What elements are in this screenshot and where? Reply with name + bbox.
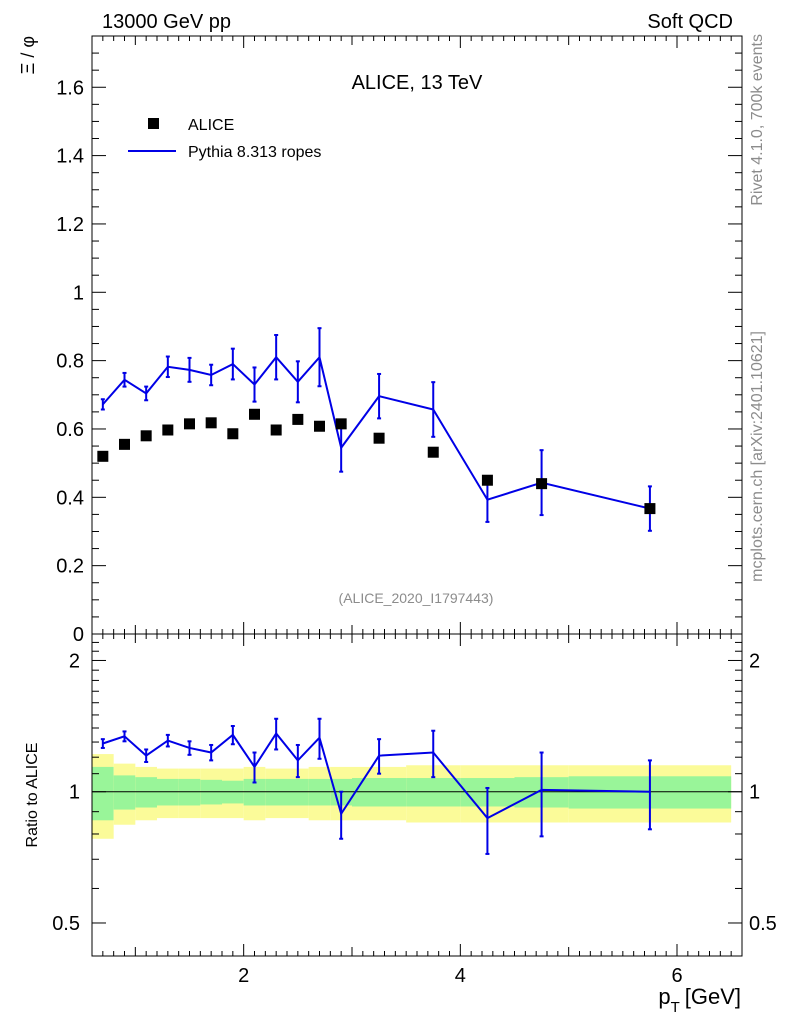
x-tick-label: 2 [238,965,249,987]
alice-data-point [481,474,493,486]
analysis-id: (ALICE_2020_I1797443) [339,590,494,606]
main-panel: 0 0.2 0.4 0.6 0.8 1 1.2 1.4 1.6 ALICE, 13 TeV (A… [18,35,743,646]
ratio-y-tick-label-right: 1 [749,782,760,804]
alice-data-point [536,478,548,490]
x-tick-label: 6 [671,965,682,987]
header-right: Soft QCD [647,11,733,33]
alice-data-point [140,430,152,442]
rivet-version-label: Rivet 4.1.0, 700k events [749,34,766,206]
y-tick-label: 1.6 [56,77,84,99]
mcplots-label: mcplots.cern.ch [arXiv:2401.10621] [749,331,766,582]
y-tick-label: 0.6 [56,419,84,441]
y-tick-label: 0.4 [56,487,84,509]
ratio-panel: 2 4 6 0.5 1 2 0.5 1 2 Ratio to ALICE [24,633,777,987]
ratio-band-stat [92,766,114,821]
x-axis-label-sub: T [671,999,680,1016]
alice-data-point [249,408,260,420]
alice-data-point [373,432,385,444]
x-axis-label: pT [GeV] [658,984,741,1016]
alice-data-point [335,418,347,430]
alice-data-point [184,418,195,430]
y-axis-label: Ξ / φ [18,36,38,74]
legend: ALICE Pythia 8.313 ropes [128,117,321,161]
y-tick-label: 0.8 [56,351,84,373]
ratio-band-stat [352,778,407,807]
alice-data-point [205,417,217,429]
ratio-y-tick-label-left: 0.5 [52,913,80,935]
alice-data-point [119,438,130,450]
alice-data-point [314,420,325,432]
y-tick-label: 1.4 [56,146,84,168]
x-axis-label-main: p [658,984,670,1009]
x-tick-label: 4 [455,965,466,987]
alice-data-point [427,446,439,458]
ratio-y-tick-label-right: 2 [749,650,760,672]
alice-data-point [644,503,656,515]
alice-data-point [162,424,174,436]
alice-data-point [292,413,304,425]
y-tick-label: 1 [73,282,84,304]
ratio-y-tick-label-left: 1 [69,782,80,804]
legend-label-mc: Pythia 8.313 ropes [188,144,321,161]
alice-data-point [227,428,239,440]
y-tick-label: 0.2 [56,556,84,578]
ratio-band-stat [406,778,461,807]
y-tick-label: 1.2 [56,214,84,236]
plot-title: ALICE, 13 TeV [352,72,483,94]
ratio-band-stat [135,777,157,808]
alice-data-point [270,424,282,436]
ratio-y-axis-label: Ratio to ALICE [24,743,41,848]
ratio-band-stat [113,775,136,810]
header-left: 13000 GeV pp [102,11,231,33]
ratio-y-tick-label-right: 0.5 [749,913,777,935]
legend-marker-data [148,118,159,129]
alice-data-point [97,450,109,462]
y-tick-label: 0 [73,624,84,646]
ratio-y-tick-label-left: 2 [69,650,80,672]
x-axis-label-unit: [GeV] [685,984,741,1009]
legend-label-data: ALICE [188,117,234,134]
